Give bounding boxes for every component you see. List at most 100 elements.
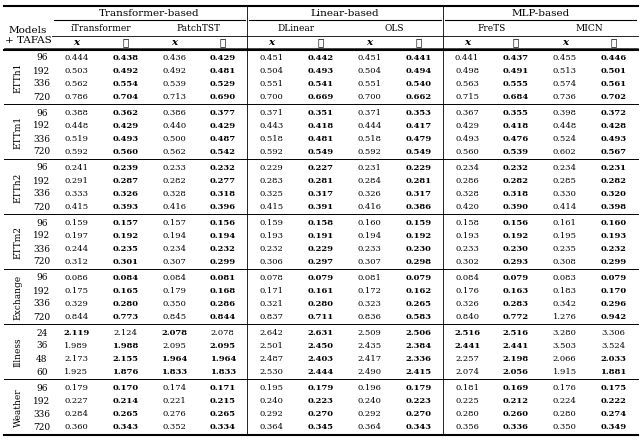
Text: 0.233: 0.233 <box>162 164 186 172</box>
Text: x: x <box>562 38 568 47</box>
Text: 0.350: 0.350 <box>553 423 577 431</box>
Text: 0.371: 0.371 <box>357 109 381 117</box>
Text: 0.192: 0.192 <box>112 232 138 240</box>
Text: 0.551: 0.551 <box>260 80 284 88</box>
Text: 0.161: 0.161 <box>307 287 333 295</box>
Text: 0.540: 0.540 <box>405 80 431 88</box>
Text: ✓: ✓ <box>415 38 421 47</box>
Text: 0.524: 0.524 <box>553 135 577 143</box>
Text: 0.280: 0.280 <box>112 300 138 308</box>
Text: 0.343: 0.343 <box>112 423 138 431</box>
Text: 0.265: 0.265 <box>210 410 236 418</box>
Text: 2.509: 2.509 <box>358 329 381 337</box>
Text: 2.078: 2.078 <box>161 329 187 337</box>
Text: 0.193: 0.193 <box>455 232 479 240</box>
Text: 0.519: 0.519 <box>65 135 88 143</box>
Text: 0.333: 0.333 <box>65 190 88 198</box>
Text: 336: 336 <box>33 135 51 143</box>
Text: 0.232: 0.232 <box>260 245 284 253</box>
Text: 0.176: 0.176 <box>455 287 479 295</box>
Text: 0.491: 0.491 <box>503 67 529 75</box>
Text: 2.078: 2.078 <box>211 329 235 337</box>
Text: 2.631: 2.631 <box>308 329 333 337</box>
Text: 0.195: 0.195 <box>553 232 577 240</box>
Text: 0.171: 0.171 <box>260 287 284 295</box>
Text: 0.194: 0.194 <box>357 232 381 240</box>
Text: 3.280: 3.280 <box>553 329 577 337</box>
Text: MLP-based: MLP-based <box>511 9 570 19</box>
Text: 0.416: 0.416 <box>162 203 186 211</box>
Text: 0.451: 0.451 <box>357 54 381 62</box>
Text: 0.386: 0.386 <box>162 109 186 117</box>
Text: 0.265: 0.265 <box>112 410 138 418</box>
Text: 0.193: 0.193 <box>260 232 284 240</box>
Text: 0.328: 0.328 <box>455 190 479 198</box>
Text: 0.377: 0.377 <box>210 109 236 117</box>
Text: 0.281: 0.281 <box>405 177 431 185</box>
Text: x: x <box>464 38 470 47</box>
Text: ETTm2: ETTm2 <box>13 226 22 259</box>
Text: 0.351: 0.351 <box>308 109 333 117</box>
Text: 0.285: 0.285 <box>553 177 577 185</box>
Text: 1.964: 1.964 <box>210 355 236 363</box>
Text: 2.074: 2.074 <box>455 368 479 376</box>
Text: 0.159: 0.159 <box>65 219 88 227</box>
Text: 0.390: 0.390 <box>503 203 529 211</box>
Text: Linear-based: Linear-based <box>310 9 380 19</box>
Text: 0.240: 0.240 <box>260 397 284 405</box>
Text: 0.330: 0.330 <box>553 190 577 198</box>
Text: 0.197: 0.197 <box>65 232 88 240</box>
Text: 0.283: 0.283 <box>260 177 284 185</box>
Text: 0.233: 0.233 <box>455 245 479 253</box>
Text: 720: 720 <box>33 258 51 266</box>
Text: 0.282: 0.282 <box>503 177 529 185</box>
Text: 192: 192 <box>33 396 51 405</box>
Text: 0.307: 0.307 <box>358 258 381 266</box>
Text: 0.159: 0.159 <box>405 219 431 227</box>
Text: 0.195: 0.195 <box>260 384 284 392</box>
Text: 1.833: 1.833 <box>210 368 236 376</box>
Text: 0.438: 0.438 <box>112 54 138 62</box>
Text: 192: 192 <box>33 231 51 241</box>
Text: 0.503: 0.503 <box>65 67 88 75</box>
Text: 0.212: 0.212 <box>503 397 529 405</box>
Text: 2.033: 2.033 <box>601 355 627 363</box>
Text: 0.302: 0.302 <box>455 258 479 266</box>
Text: 2.257: 2.257 <box>455 355 479 363</box>
Text: 0.281: 0.281 <box>308 177 333 185</box>
Text: 0.229: 0.229 <box>308 245 333 253</box>
Text: 0.518: 0.518 <box>260 135 284 143</box>
Text: 0.690: 0.690 <box>210 93 236 101</box>
Text: 0.428: 0.428 <box>600 122 627 130</box>
Text: 0.240: 0.240 <box>358 397 381 405</box>
Text: 0.157: 0.157 <box>112 219 138 227</box>
Text: OLS: OLS <box>384 24 404 33</box>
Text: 0.592: 0.592 <box>260 148 284 156</box>
Text: 0.326: 0.326 <box>112 190 138 198</box>
Text: 0.312: 0.312 <box>65 258 88 266</box>
Text: 0.711: 0.711 <box>307 313 333 321</box>
Text: 2.450: 2.450 <box>308 342 333 350</box>
Text: 0.398: 0.398 <box>553 109 577 117</box>
Text: 2.490: 2.490 <box>357 368 381 376</box>
Text: 0.567: 0.567 <box>600 148 627 156</box>
Text: 0.235: 0.235 <box>553 245 577 253</box>
Text: 0.563: 0.563 <box>455 80 479 88</box>
Text: Illness: Illness <box>13 338 22 367</box>
Text: 2.066: 2.066 <box>553 355 577 363</box>
Text: 0.081: 0.081 <box>358 274 381 282</box>
Text: 0.232: 0.232 <box>601 245 627 253</box>
Text: 0.215: 0.215 <box>210 397 236 405</box>
Text: 0.079: 0.079 <box>405 274 431 282</box>
Text: 0.429: 0.429 <box>210 122 236 130</box>
Text: ETTh1: ETTh1 <box>13 62 22 93</box>
Text: 0.542: 0.542 <box>210 148 236 156</box>
Text: ✓: ✓ <box>122 38 129 47</box>
Text: 2.435: 2.435 <box>357 342 381 350</box>
Text: 24: 24 <box>36 329 48 337</box>
Text: 0.229: 0.229 <box>260 164 284 172</box>
Text: 1.833: 1.833 <box>161 368 187 376</box>
Text: 0.414: 0.414 <box>552 203 577 211</box>
Text: 0.487: 0.487 <box>210 135 236 143</box>
Text: 0.551: 0.551 <box>357 80 381 88</box>
